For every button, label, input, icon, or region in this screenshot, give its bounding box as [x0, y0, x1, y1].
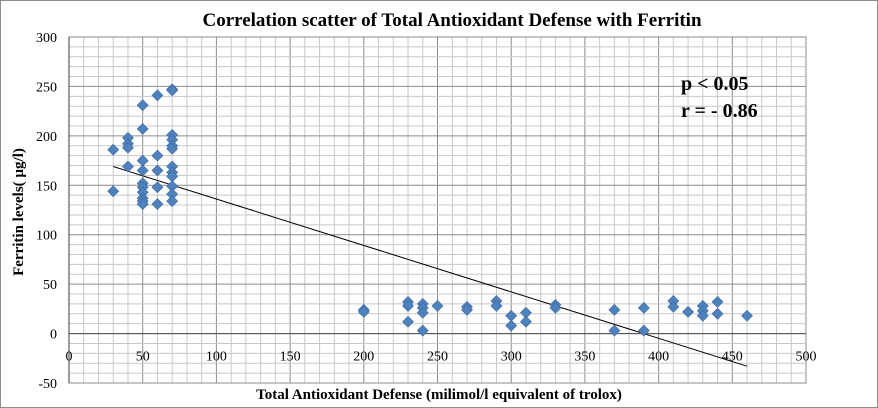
- p-value-annotation: p < 0.05: [681, 73, 749, 95]
- data-point: [151, 89, 164, 102]
- y-tick-label: 100: [36, 229, 57, 244]
- axes: [68, 37, 806, 383]
- x-tick-label: 50: [136, 350, 150, 365]
- y-tick-label: 150: [36, 179, 57, 194]
- data-point: [136, 123, 149, 135]
- data-points: [107, 83, 753, 337]
- data-point: [151, 149, 164, 162]
- data-point: [151, 181, 164, 194]
- data-point: [107, 185, 120, 198]
- y-tick-label: 50: [43, 278, 57, 293]
- x-tick-label: 400: [648, 350, 669, 365]
- data-point: [711, 307, 724, 320]
- y-tick-label: 250: [36, 80, 57, 95]
- x-tick-label: 150: [280, 350, 301, 365]
- data-point: [136, 198, 149, 210]
- data-point: [107, 143, 120, 156]
- data-point: [696, 309, 709, 322]
- data-point: [151, 198, 164, 210]
- data-point: [166, 195, 179, 208]
- data-point: [741, 309, 753, 322]
- data-point: [431, 299, 444, 312]
- r-value-annotation: r = - 0.86: [681, 100, 758, 122]
- data-point: [711, 296, 724, 308]
- data-point: [166, 84, 179, 97]
- data-point: [490, 299, 503, 312]
- x-tick-label: 0: [66, 350, 73, 365]
- y-tick-label: 0: [50, 328, 57, 343]
- data-point: [608, 303, 621, 316]
- x-tick-label: 450: [722, 350, 743, 365]
- data-point: [122, 141, 134, 154]
- data-point: [402, 315, 414, 328]
- data-point: [608, 324, 621, 337]
- data-point: [402, 299, 414, 312]
- y-tick-labels: 300 250 200 150 100 50 0 -50: [36, 31, 57, 392]
- data-point: [122, 160, 134, 173]
- chart-title: Correlation scatter of Total Antioxidant…: [202, 10, 701, 31]
- data-point: [416, 306, 429, 319]
- data-point: [461, 303, 473, 316]
- x-tick-label: 300: [501, 350, 522, 365]
- x-tick-labels: 0 50 100 150 200 250 300 350 400 450 500: [66, 350, 817, 365]
- data-point: [416, 324, 429, 337]
- data-point: [357, 305, 370, 318]
- x-tick-label: 200: [353, 350, 374, 365]
- data-point: [667, 300, 680, 313]
- data-point: [637, 301, 650, 314]
- data-point: [637, 324, 650, 337]
- x-tick-label: 350: [574, 350, 595, 365]
- y-tick-label: 300: [36, 31, 57, 46]
- x-tick-label: 100: [206, 350, 227, 365]
- y-tick-label: -50: [38, 377, 57, 392]
- y-tick-label: 200: [36, 130, 57, 145]
- data-point: [136, 164, 149, 177]
- data-point: [166, 142, 179, 155]
- data-point: [549, 301, 562, 314]
- data-point: [682, 305, 695, 318]
- data-point: [505, 319, 518, 332]
- data-point: [151, 164, 164, 177]
- x-tick-label: 500: [796, 350, 817, 365]
- data-point: [136, 99, 149, 112]
- x-axis-label: Total Antioxidant Defense (milimol/l equ…: [256, 387, 622, 403]
- data-point: [520, 315, 532, 328]
- x-tick-label: 250: [427, 350, 448, 365]
- y-axis-label: Ferritin levels( µg/l): [11, 148, 27, 276]
